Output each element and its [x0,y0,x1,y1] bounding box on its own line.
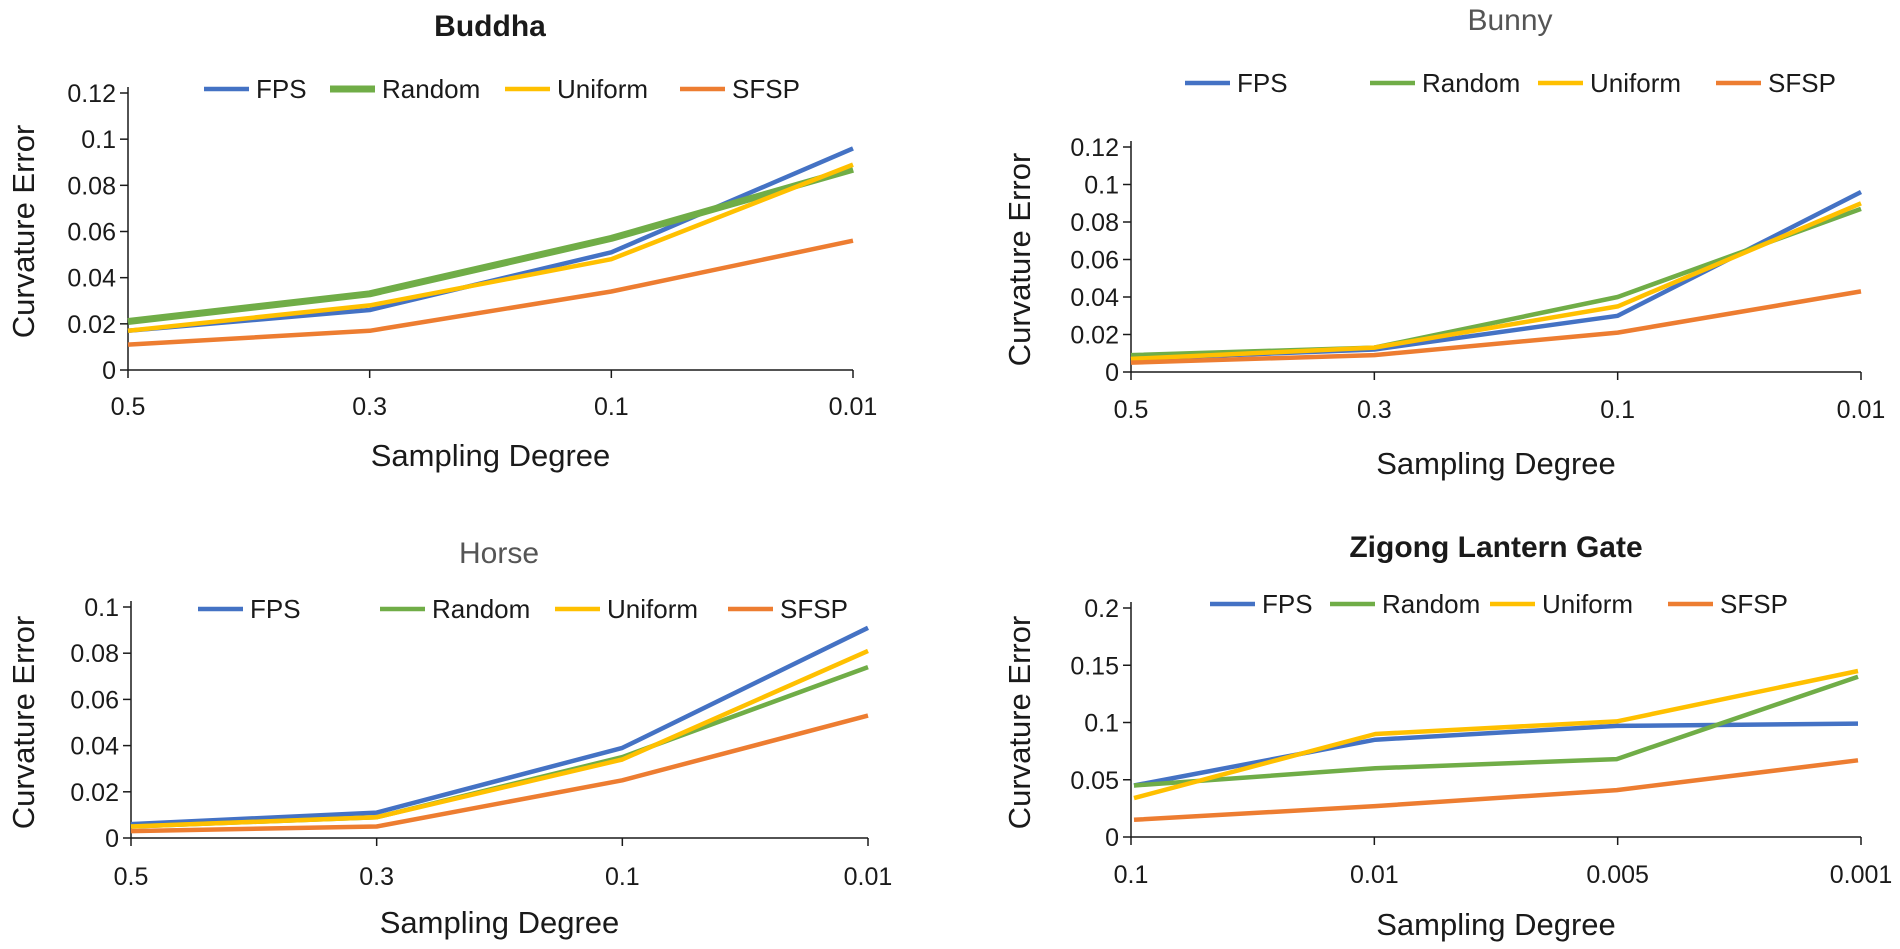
legend-label-uniform: Uniform [607,594,698,624]
y-tick-label: 0.02 [70,779,119,807]
y-tick-label: 0.12 [1070,134,1119,162]
y-tick-label: 0.08 [70,640,119,668]
legend-label-random: Random [1382,589,1480,619]
y-axis-label: Curvature Error [6,125,41,339]
x-tick-label: 0.01 [1837,396,1886,424]
legend-label-fps: FPS [1237,68,1288,98]
y-tick-label: 0.2 [1084,595,1119,623]
y-tick-label: 0.02 [67,311,116,339]
series-line-random [127,165,854,325]
y-tick-label: 0.15 [1070,652,1119,680]
y-tick-label: 0 [1105,824,1119,852]
x-tick-label: 0.5 [1114,396,1149,424]
series-line-uniform [1133,668,1859,801]
y-tick-label: 0.04 [1070,284,1119,312]
x-tick-label: 0.5 [111,393,146,421]
legend-label-fps: FPS [1262,589,1313,619]
y-tick-label: 0 [105,825,119,853]
y-tick-label: 0.06 [67,219,116,247]
y-tick-label: 0.06 [70,686,119,714]
y-tick-label: 0 [1105,359,1119,387]
y-tick-label: 0.04 [67,265,116,293]
x-axis-label: Sampling Degree [371,438,611,473]
legend-label-fps: FPS [256,74,307,104]
chart-title: Zigong Lantern Gate [1349,531,1642,564]
y-tick-label: 0.04 [70,733,119,761]
legend-label-sfsp: SFSP [780,594,848,624]
y-tick-label: 0.1 [81,126,116,154]
series-line-fps [130,625,869,827]
series-line-fps [1133,721,1859,788]
x-tick-label: 0.3 [352,393,387,421]
chart-panel-1: Buddha 0 0.02 0.04 0.06 0.08 0.1 0.12 0.5 0.3 0.1 0… [6,10,877,473]
legend-label-random: Random [432,594,530,624]
x-tick-label: 0.01 [829,393,878,421]
y-tick-label: 0.08 [1070,209,1119,237]
y-tick-label: 0.05 [1070,767,1119,795]
legend-label-random: Random [382,74,480,104]
series-line-fps [127,146,854,334]
legend-label-sfsp: SFSP [1720,589,1788,619]
legend-label-uniform: Uniform [1542,589,1633,619]
y-tick-label: 0.12 [67,80,116,108]
x-tick-label: 0.1 [1600,396,1635,424]
legend-label-fps: FPS [250,594,301,624]
x-tick-label: 0.01 [1350,861,1399,889]
series-line-uniform [130,648,869,829]
chart-panel-3: Horse 0 0.02 0.04 0.06 0.08 0.1 0.5 0.3 0.1 0.01 Sa… [6,537,892,940]
x-tick-label: 0.3 [359,863,394,891]
x-tick-label: 0.01 [844,863,893,891]
series-line-uniform [127,162,854,334]
x-axis-label: Sampling Degree [1376,446,1616,481]
chart-panel-2: Bunny 0 0.02 0.04 0.06 0.08 0.1 0.12 0.5 0.3 0.1 0.… [1002,4,1885,481]
chart-title: Horse [459,537,539,570]
legend-label-sfsp: SFSP [1768,68,1836,98]
series-line-random [1133,674,1859,788]
x-tick-label: 0.3 [1357,396,1392,424]
y-tick-label: 0.06 [1070,247,1119,275]
x-tick-label: 0.1 [605,863,640,891]
chart-title: Bunny [1467,4,1552,37]
y-axis-label: Curvature Error [1002,616,1037,830]
series-line-sfsp [1130,289,1862,365]
x-tick-label: 0.5 [114,863,149,891]
x-tick-label: 0.1 [1114,861,1149,889]
y-axis-label: Curvature Error [1002,153,1037,367]
x-axis-label: Sampling Degree [380,905,620,940]
series-line-fps [1130,189,1863,362]
y-tick-label: 0 [102,357,116,385]
chart-title: Buddha [434,10,546,43]
chart-panel-4: Zigong Lantern Gate 0 0.05 0.1 0.15 0.2 0.1 0.0… [1002,531,1892,942]
series-line-uniform [1130,201,1862,362]
series-line-sfsp [1133,758,1859,823]
x-tick-label: 0.1 [594,393,629,421]
series-line-sfsp [130,713,869,834]
legend-label-random: Random [1422,68,1520,98]
y-tick-label: 0.02 [1070,322,1119,350]
x-axis-label: Sampling Degree [1376,907,1616,942]
series-line-sfsp [127,238,854,347]
y-axis-label: Curvature Error [6,616,41,830]
legend-label-uniform: Uniform [1590,68,1681,98]
y-tick-label: 0.1 [1084,710,1119,738]
y-tick-label: 0.1 [84,594,119,622]
legend-label-uniform: Uniform [557,74,648,104]
x-tick-label: 0.005 [1586,861,1649,889]
y-tick-label: 0.08 [67,172,116,200]
legend-label-sfsp: SFSP [732,74,800,104]
x-tick-label: 0.001 [1830,861,1893,889]
y-tick-label: 0.1 [1084,172,1119,200]
